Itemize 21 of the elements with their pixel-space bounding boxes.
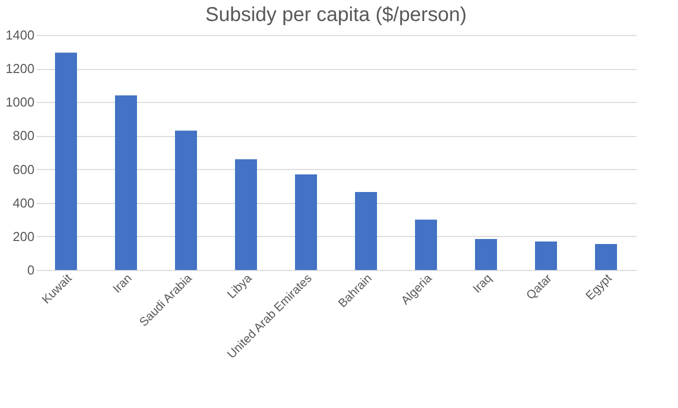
bar (595, 244, 617, 270)
x-tick-label: Iraq (470, 271, 494, 296)
x-tick-label: Iran (110, 271, 134, 296)
y-tick-label: 1200 (6, 61, 34, 76)
bar (175, 130, 197, 270)
bar (235, 159, 257, 270)
bar (55, 52, 77, 270)
bar (415, 220, 437, 270)
y-tick-label: 200 (12, 228, 34, 244)
bar (535, 241, 557, 270)
y-tick-label: 1000 (6, 94, 34, 110)
bar (355, 192, 377, 270)
y-tick-label: 400 (12, 195, 34, 210)
y-tick-label: 0 (27, 262, 34, 278)
chart-title: Subsidy per capita ($/person) (205, 4, 467, 26)
bar (115, 95, 137, 270)
y-tick-label: 600 (12, 162, 34, 177)
y-tick-label: 800 (12, 128, 34, 144)
bar (475, 238, 497, 270)
bar (295, 174, 317, 270)
y-tick-label: 1400 (6, 28, 34, 42)
